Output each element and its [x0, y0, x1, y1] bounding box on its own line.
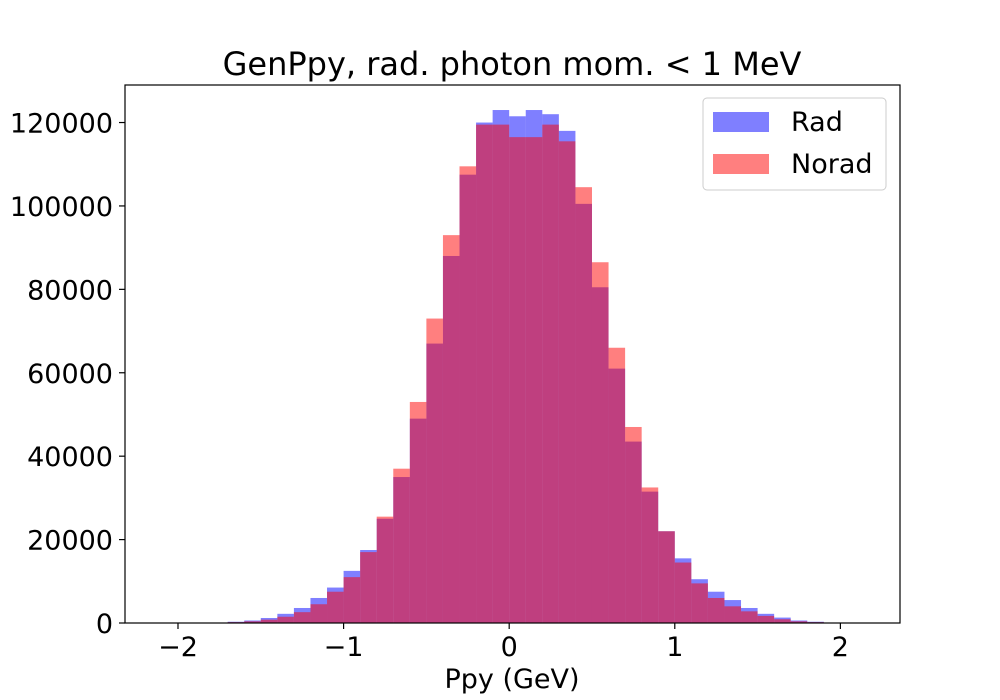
- bar-norad: [691, 583, 708, 623]
- x-tick-label: 0: [501, 632, 518, 663]
- bar-norad: [310, 604, 328, 623]
- bar-norad: [707, 597, 725, 623]
- bar-norad: [393, 468, 410, 623]
- bar-norad: [442, 235, 460, 624]
- bar-norad: [293, 612, 311, 623]
- bar-norad: [741, 611, 758, 623]
- bar-norad: [376, 516, 394, 623]
- bar-norad: [757, 615, 775, 623]
- y-tick-label: 80000: [27, 275, 113, 306]
- bar-norad: [409, 401, 427, 623]
- bar-norad: [591, 262, 609, 623]
- legend-label-norad: Norad: [791, 149, 873, 180]
- bar-norad: [327, 591, 344, 623]
- x-tick-label: 2: [832, 632, 849, 663]
- bar-norad: [774, 619, 791, 623]
- bar-norad: [343, 577, 361, 623]
- y-tick-label: 20000: [27, 526, 113, 557]
- y-tick-label: 120000: [10, 109, 113, 140]
- chart-title: GenPpy, rad. photon mom. < 1 MeV: [223, 45, 802, 83]
- legend-label-rad: Rad: [791, 107, 843, 138]
- bar-norad: [790, 621, 808, 623]
- bar-norad: [525, 137, 543, 624]
- bar-norad: [244, 621, 261, 623]
- bar-norad: [426, 318, 443, 623]
- bar-norad: [575, 187, 592, 624]
- bar-norad: [476, 124, 493, 624]
- bar-norad: [558, 141, 576, 624]
- bar-norad: [674, 562, 692, 623]
- x-tick-label: 1: [666, 632, 683, 663]
- y-tick-label: 100000: [10, 192, 113, 223]
- y-tick-label: 40000: [27, 442, 113, 473]
- bar-norad: [658, 531, 675, 623]
- legend: Rad Norad: [702, 97, 887, 191]
- x-tick-label: −1: [324, 632, 364, 663]
- bars-layer: [211, 110, 841, 624]
- legend-swatch-rad: [713, 112, 769, 132]
- x-tick-label: −2: [158, 632, 198, 663]
- bar-norad: [641, 487, 659, 623]
- y-axis: 0 20000 40000 60000 80000 100000 120000: [10, 109, 125, 640]
- bar-norad: [492, 124, 510, 624]
- x-axis-label: Ppy (GeV): [444, 664, 579, 695]
- bar-norad: [724, 606, 742, 623]
- bar-norad: [459, 166, 477, 624]
- plot-frame: [124, 84, 901, 624]
- bar-norad: [542, 124, 559, 624]
- bar-norad: [625, 426, 642, 623]
- bar-norad: [260, 619, 278, 623]
- series-norad: [211, 124, 841, 624]
- bar-norad: [509, 137, 526, 624]
- bar-norad: [277, 616, 294, 623]
- x-axis: −2 −1 0 1 2: [158, 623, 849, 663]
- bar-norad: [360, 552, 377, 623]
- legend-swatch-norad: [713, 154, 769, 174]
- bar-norad: [608, 347, 626, 623]
- y-tick-label: 0: [96, 609, 113, 640]
- y-tick-label: 60000: [27, 359, 113, 390]
